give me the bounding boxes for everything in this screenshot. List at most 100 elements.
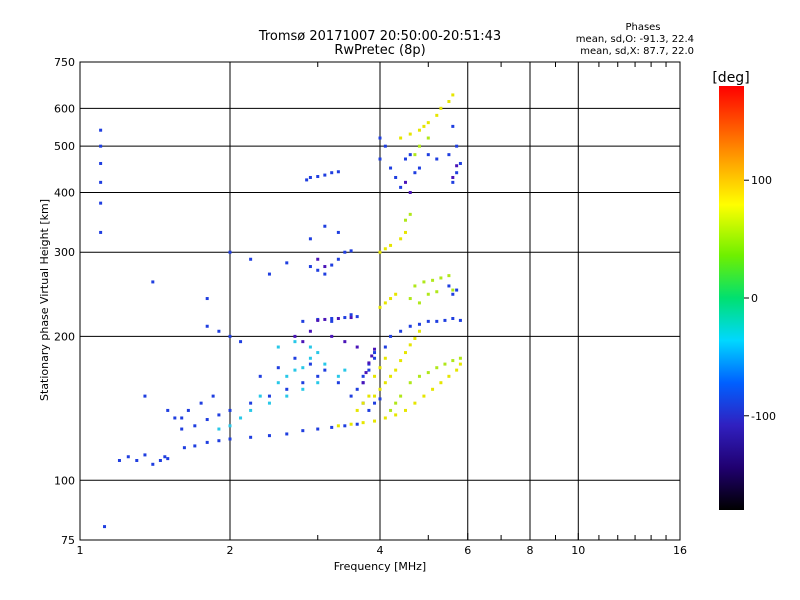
data-point: [336, 230, 340, 234]
data-point: [186, 408, 190, 412]
data-point: [143, 453, 147, 457]
data-point: [383, 416, 387, 420]
data-point: [239, 340, 243, 344]
data-point: [370, 354, 374, 358]
data-point: [389, 297, 393, 301]
data-point: [228, 250, 232, 254]
data-point: [373, 419, 377, 423]
data-point: [228, 424, 232, 428]
data-point: [205, 297, 209, 301]
data-point: [323, 362, 327, 366]
data-point: [305, 178, 309, 182]
data-point: [378, 305, 382, 309]
data-point: [399, 329, 403, 333]
data-point: [316, 257, 320, 261]
data-point: [417, 128, 421, 132]
data-point: [422, 280, 426, 284]
data-point: [293, 356, 297, 360]
data-point: [349, 249, 353, 253]
data-point: [403, 157, 407, 161]
data-point: [455, 171, 459, 175]
data-point: [394, 401, 398, 405]
x-tick-label: 4: [377, 544, 384, 557]
data-point: [455, 288, 459, 292]
x-tick-label: 16: [673, 544, 687, 557]
data-point: [316, 374, 320, 378]
colorbar: [719, 86, 744, 510]
data-point: [413, 336, 417, 340]
data-point: [367, 394, 371, 398]
data-point: [394, 413, 398, 417]
data-point: [373, 374, 377, 378]
data-point: [451, 359, 455, 363]
data-point: [399, 394, 403, 398]
legend-line-x: mean, sd,X: 87.7, 22.0: [580, 46, 694, 57]
data-point: [435, 366, 439, 370]
data-point: [422, 394, 426, 398]
data-point: [249, 408, 253, 412]
data-point: [367, 368, 371, 372]
data-point: [447, 153, 451, 157]
data-point: [451, 292, 455, 296]
data-point: [285, 374, 289, 378]
data-point: [364, 371, 368, 375]
data-point: [383, 144, 387, 148]
data-point: [330, 334, 334, 338]
data-point: [455, 144, 459, 148]
data-point: [301, 340, 305, 344]
data-point: [301, 429, 305, 433]
data-point: [355, 345, 359, 349]
data-point: [451, 316, 455, 320]
data-point: [103, 525, 107, 529]
data-point: [166, 408, 170, 412]
data-point: [336, 170, 340, 174]
data-point: [166, 457, 170, 461]
data-point: [99, 161, 103, 165]
data-point: [316, 427, 320, 431]
data-point: [336, 316, 340, 320]
chart-subtitle: RwPretec (8p): [334, 43, 425, 58]
data-point: [408, 190, 412, 194]
data-point: [355, 408, 359, 412]
data-point: [301, 381, 305, 385]
data-point: [205, 440, 209, 444]
data-point: [276, 345, 280, 349]
legend-line-o: mean, sd,O: -91.3, 22.4: [576, 34, 694, 45]
x-tick-label: 6: [464, 544, 471, 557]
data-point: [316, 351, 320, 355]
data-point: [389, 243, 393, 247]
data-point: [378, 250, 382, 254]
x-tick-label: 2: [227, 544, 234, 557]
data-point: [447, 274, 451, 278]
data-point: [99, 201, 103, 205]
data-point: [193, 424, 197, 428]
data-point: [426, 153, 430, 157]
data-point: [330, 171, 334, 175]
data-point: [258, 374, 262, 378]
data-point: [439, 106, 443, 110]
data-point: [355, 422, 359, 426]
data-point: [378, 366, 382, 370]
data-point: [383, 381, 387, 385]
x-axis: 1 2 4 6 8 10 16: [77, 62, 687, 557]
y-tick-label: 400: [54, 186, 75, 199]
data-point: [267, 394, 271, 398]
data-point: [217, 439, 221, 443]
data-point: [308, 265, 312, 269]
colorbar-label: [deg]: [712, 70, 749, 86]
data-point: [285, 432, 289, 436]
data-point: [383, 247, 387, 251]
data-point: [205, 418, 209, 422]
colorbar-tick-label: 0: [751, 292, 758, 305]
data-point: [373, 394, 377, 398]
colorbar-tick-label: 100: [751, 174, 772, 187]
data-point: [293, 340, 297, 344]
data-point: [276, 366, 280, 370]
data-point: [426, 121, 430, 125]
data-point: [249, 435, 253, 439]
data-point: [355, 387, 359, 391]
data-point: [361, 421, 365, 425]
data-point: [403, 351, 407, 355]
data-point: [458, 161, 462, 165]
